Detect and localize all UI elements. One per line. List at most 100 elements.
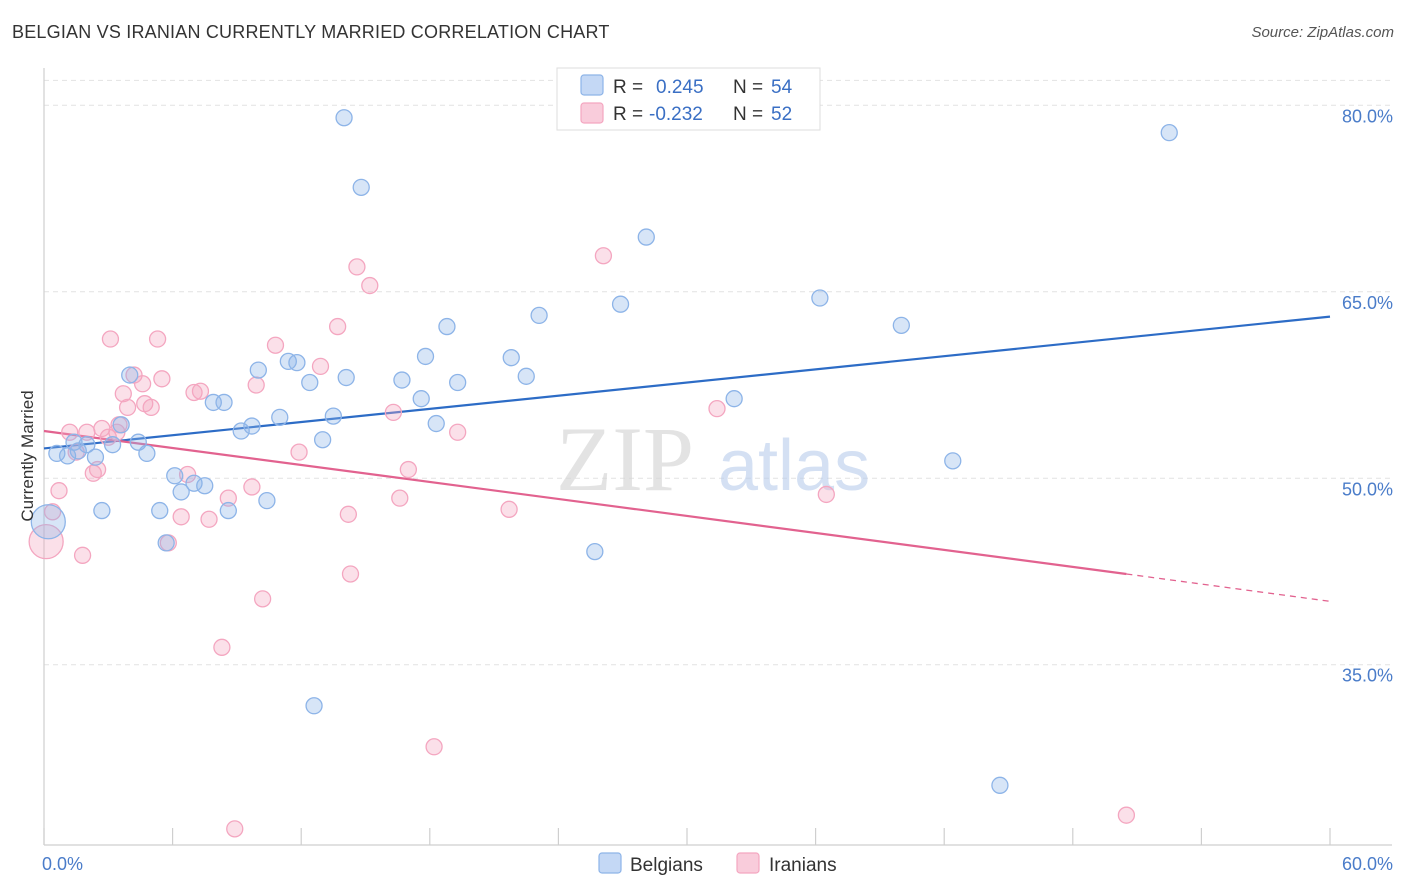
iranians-r-value: -0.232 — [649, 104, 703, 125]
iranians-point — [339, 505, 358, 523]
belgians-point — [279, 352, 297, 371]
belgians-bottom-swatch — [598, 852, 622, 874]
gridlines — [44, 79, 1392, 666]
y-tick-label: 50.0% — [1342, 479, 1393, 499]
belgians-points — [30, 109, 1178, 794]
iranians-point — [594, 247, 613, 265]
iranians-n-value: 52 — [771, 104, 792, 125]
iranians-point — [114, 385, 132, 403]
iranians-point — [191, 382, 210, 400]
belgians-point — [69, 442, 87, 460]
iranians-trend-line — [43, 429, 1127, 576]
belgians-point — [249, 361, 267, 379]
belgians-point — [112, 416, 130, 434]
belgians-legend-label: Belgians — [630, 855, 703, 876]
belgians-point — [811, 289, 829, 307]
watermark: ZIP atlas — [556, 408, 870, 510]
y-tick-label: 80.0% — [1342, 106, 1393, 126]
iranians-point — [43, 503, 62, 521]
belgians-point — [219, 501, 237, 520]
belgians-point — [352, 178, 370, 196]
iranians-point — [817, 485, 835, 504]
iranians-point — [348, 258, 366, 276]
belgians-point — [324, 407, 343, 425]
iranians-point — [153, 370, 171, 388]
belgians-point — [288, 353, 306, 372]
iranians-point — [290, 443, 308, 461]
belgians-point — [258, 491, 276, 510]
iranians-point — [226, 820, 244, 838]
x-tick-label-min: 0.0% — [42, 854, 83, 874]
iranians-points — [28, 247, 1136, 838]
x-tick-label-max: 60.0% — [1342, 854, 1393, 874]
belgians-point — [313, 431, 332, 449]
stats-legend: R = 0.245 N = 54 R = -0.232 N = 52 — [556, 67, 821, 131]
belgians-point — [232, 422, 250, 440]
iranians-point — [253, 590, 272, 608]
iranians-point — [61, 423, 79, 441]
belgians-point — [586, 542, 604, 561]
y-tick-label: 65.0% — [1342, 293, 1393, 313]
belgians-point — [393, 371, 411, 389]
iranians-point — [243, 478, 261, 496]
iranians-point — [1117, 806, 1136, 824]
iranians-bottom-swatch — [736, 852, 760, 874]
iranians-point — [219, 489, 237, 507]
belgians-point — [517, 367, 535, 385]
belgians-point — [243, 417, 261, 435]
iranians-point — [328, 317, 347, 336]
belgians-point — [991, 776, 1009, 794]
belgians-point — [337, 368, 355, 387]
belgians-point — [502, 349, 520, 367]
belgians-point — [103, 436, 122, 454]
source-credit: Source: ZipAtlas.com — [1251, 24, 1394, 41]
iranians-point — [118, 398, 137, 417]
belgians-point — [335, 109, 353, 127]
belgians-point — [86, 448, 105, 466]
belgians-point — [611, 295, 630, 313]
iranians-point — [708, 399, 726, 418]
iranians-point — [200, 510, 218, 528]
belgians-point — [172, 483, 190, 501]
belgians-point — [166, 467, 184, 485]
belgians-point — [530, 306, 548, 325]
y-tick-labels: 35.0% 50.0% 65.0% 80.0% — [1342, 106, 1393, 685]
iranians-point — [50, 482, 68, 500]
belgians-point — [416, 347, 435, 366]
belgians-r-label: R = — [613, 77, 643, 98]
belgians-r-value: 0.245 — [656, 77, 704, 98]
belgians-point — [271, 408, 289, 426]
belgians-point — [93, 501, 111, 520]
iranians-point — [73, 546, 92, 564]
iranians-point — [101, 330, 120, 348]
y-axis-label: Currently Married — [18, 390, 37, 521]
iranians-r-label: R = — [613, 104, 643, 125]
belgians-point — [196, 477, 214, 495]
belgians-point — [151, 501, 169, 520]
iranians-point — [28, 524, 64, 560]
belgians-point — [138, 444, 156, 463]
iranians-point — [178, 465, 197, 484]
belgians-point — [725, 390, 743, 408]
belgians-point — [412, 390, 430, 408]
belgians-point — [438, 317, 456, 336]
belgians-point — [449, 373, 467, 392]
iranians-trend-extension — [1126, 573, 1331, 602]
belgians-point — [185, 474, 203, 492]
belgians-legend-swatch — [580, 74, 604, 96]
belgians-point — [305, 697, 323, 715]
belgians-point — [301, 373, 319, 392]
iranians-point — [361, 276, 379, 295]
watermark-zip: ZIP — [556, 408, 694, 510]
iranians-point — [172, 508, 190, 526]
trend-lines — [43, 315, 1331, 602]
belgians-point — [157, 534, 175, 552]
iranians-point — [185, 383, 203, 402]
iranians-point — [341, 565, 360, 583]
iranians-point — [148, 330, 167, 348]
y-tick-label: 35.0% — [1342, 666, 1393, 686]
iranians-point — [500, 500, 518, 518]
belgians-point — [427, 414, 445, 433]
belgians-point — [48, 444, 66, 463]
